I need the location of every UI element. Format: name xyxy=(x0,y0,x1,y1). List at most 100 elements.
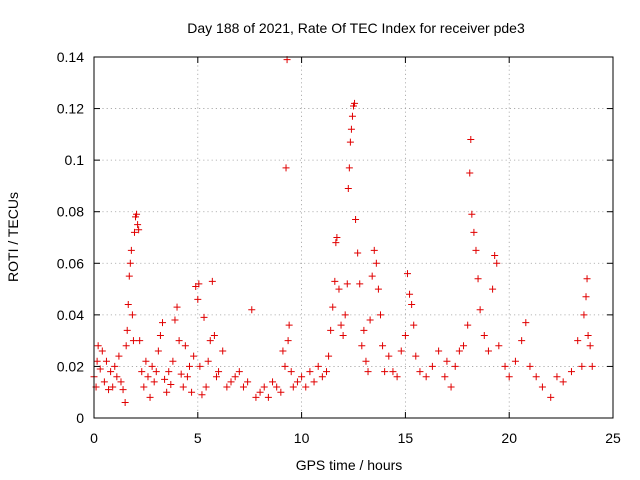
data-point xyxy=(441,373,449,381)
data-point xyxy=(582,293,590,301)
data-point xyxy=(289,383,297,391)
data-point xyxy=(144,373,152,381)
data-point xyxy=(470,228,478,236)
y-tick-label: 0.06 xyxy=(57,255,84,271)
data-point xyxy=(282,164,290,172)
data-point xyxy=(126,259,134,267)
data-point xyxy=(135,226,143,234)
data-point xyxy=(547,393,555,401)
data-point xyxy=(505,373,513,381)
data-points xyxy=(90,56,596,407)
data-point xyxy=(123,326,131,334)
data-point xyxy=(586,342,594,350)
data-point xyxy=(109,383,117,391)
data-point xyxy=(208,277,216,285)
data-point xyxy=(397,347,405,355)
data-point xyxy=(466,169,474,177)
data-point xyxy=(133,210,141,218)
y-tick-label: 0.04 xyxy=(57,307,84,323)
data-point xyxy=(333,234,341,241)
y-tick-label: 0.12 xyxy=(57,101,84,117)
data-point xyxy=(351,99,359,107)
data-point xyxy=(169,357,177,365)
data-point xyxy=(354,249,362,257)
data-point xyxy=(239,383,247,391)
y-tick-label: 0 xyxy=(76,410,84,426)
data-point xyxy=(310,378,318,386)
data-point xyxy=(480,331,488,339)
data-point xyxy=(381,368,389,376)
data-point xyxy=(159,319,167,327)
data-point xyxy=(136,337,144,345)
data-point xyxy=(142,357,150,365)
data-point xyxy=(196,362,204,370)
data-point xyxy=(385,352,393,360)
data-point xyxy=(435,347,443,355)
data-point xyxy=(455,347,463,355)
data-point xyxy=(183,373,191,381)
data-point xyxy=(580,311,588,319)
x-tick-label: 15 xyxy=(398,430,414,446)
data-point xyxy=(256,388,264,396)
data-point xyxy=(121,399,129,407)
data-point xyxy=(134,221,142,229)
data-point xyxy=(179,383,187,391)
x-tick-label: 5 xyxy=(194,430,202,446)
data-point xyxy=(468,210,476,218)
data-point xyxy=(94,342,102,350)
data-point xyxy=(102,357,110,365)
data-point xyxy=(277,388,285,396)
chart-title: Day 188 of 2021, Rate Of TEC Index for r… xyxy=(187,20,525,36)
data-point xyxy=(553,373,561,381)
data-point xyxy=(578,362,586,370)
data-point xyxy=(173,303,181,311)
data-point xyxy=(165,368,173,376)
data-point xyxy=(526,362,534,370)
data-point xyxy=(227,378,235,386)
data-point xyxy=(212,373,220,381)
data-point xyxy=(146,393,154,401)
data-point xyxy=(285,321,293,329)
data-point xyxy=(428,362,436,370)
data-point xyxy=(372,259,380,267)
data-point xyxy=(484,347,492,355)
data-point xyxy=(408,301,416,309)
x-tick-label: 10 xyxy=(294,430,310,446)
data-point xyxy=(287,368,295,376)
data-point xyxy=(210,331,218,339)
data-point xyxy=(327,326,335,334)
data-point xyxy=(422,373,430,381)
data-point xyxy=(447,383,455,391)
data-point xyxy=(368,272,376,280)
data-point xyxy=(150,378,158,386)
data-point xyxy=(332,239,340,247)
data-point xyxy=(117,378,125,386)
y-tick-label: 0.02 xyxy=(57,358,84,374)
data-point xyxy=(325,352,333,360)
data-point xyxy=(501,362,509,370)
data-point xyxy=(348,112,356,120)
data-point xyxy=(181,342,189,350)
y-axis-label: ROTI / TECUs xyxy=(5,192,21,282)
data-point xyxy=(364,368,372,376)
y-tick-label: 0.1 xyxy=(65,152,85,168)
data-point xyxy=(171,316,179,324)
data-point xyxy=(358,342,366,350)
data-point xyxy=(284,337,292,345)
data-point xyxy=(200,313,208,321)
data-point xyxy=(185,362,193,370)
data-point xyxy=(138,368,146,376)
data-point xyxy=(167,380,175,388)
data-point xyxy=(362,357,370,365)
data-point xyxy=(352,215,360,223)
data-point xyxy=(127,246,135,254)
data-point xyxy=(370,246,378,254)
data-point xyxy=(252,393,260,401)
data-point xyxy=(416,368,424,376)
data-point xyxy=(493,259,501,267)
data-point xyxy=(584,331,592,339)
data-point xyxy=(346,138,354,146)
data-point xyxy=(406,290,414,298)
data-point xyxy=(464,321,472,329)
